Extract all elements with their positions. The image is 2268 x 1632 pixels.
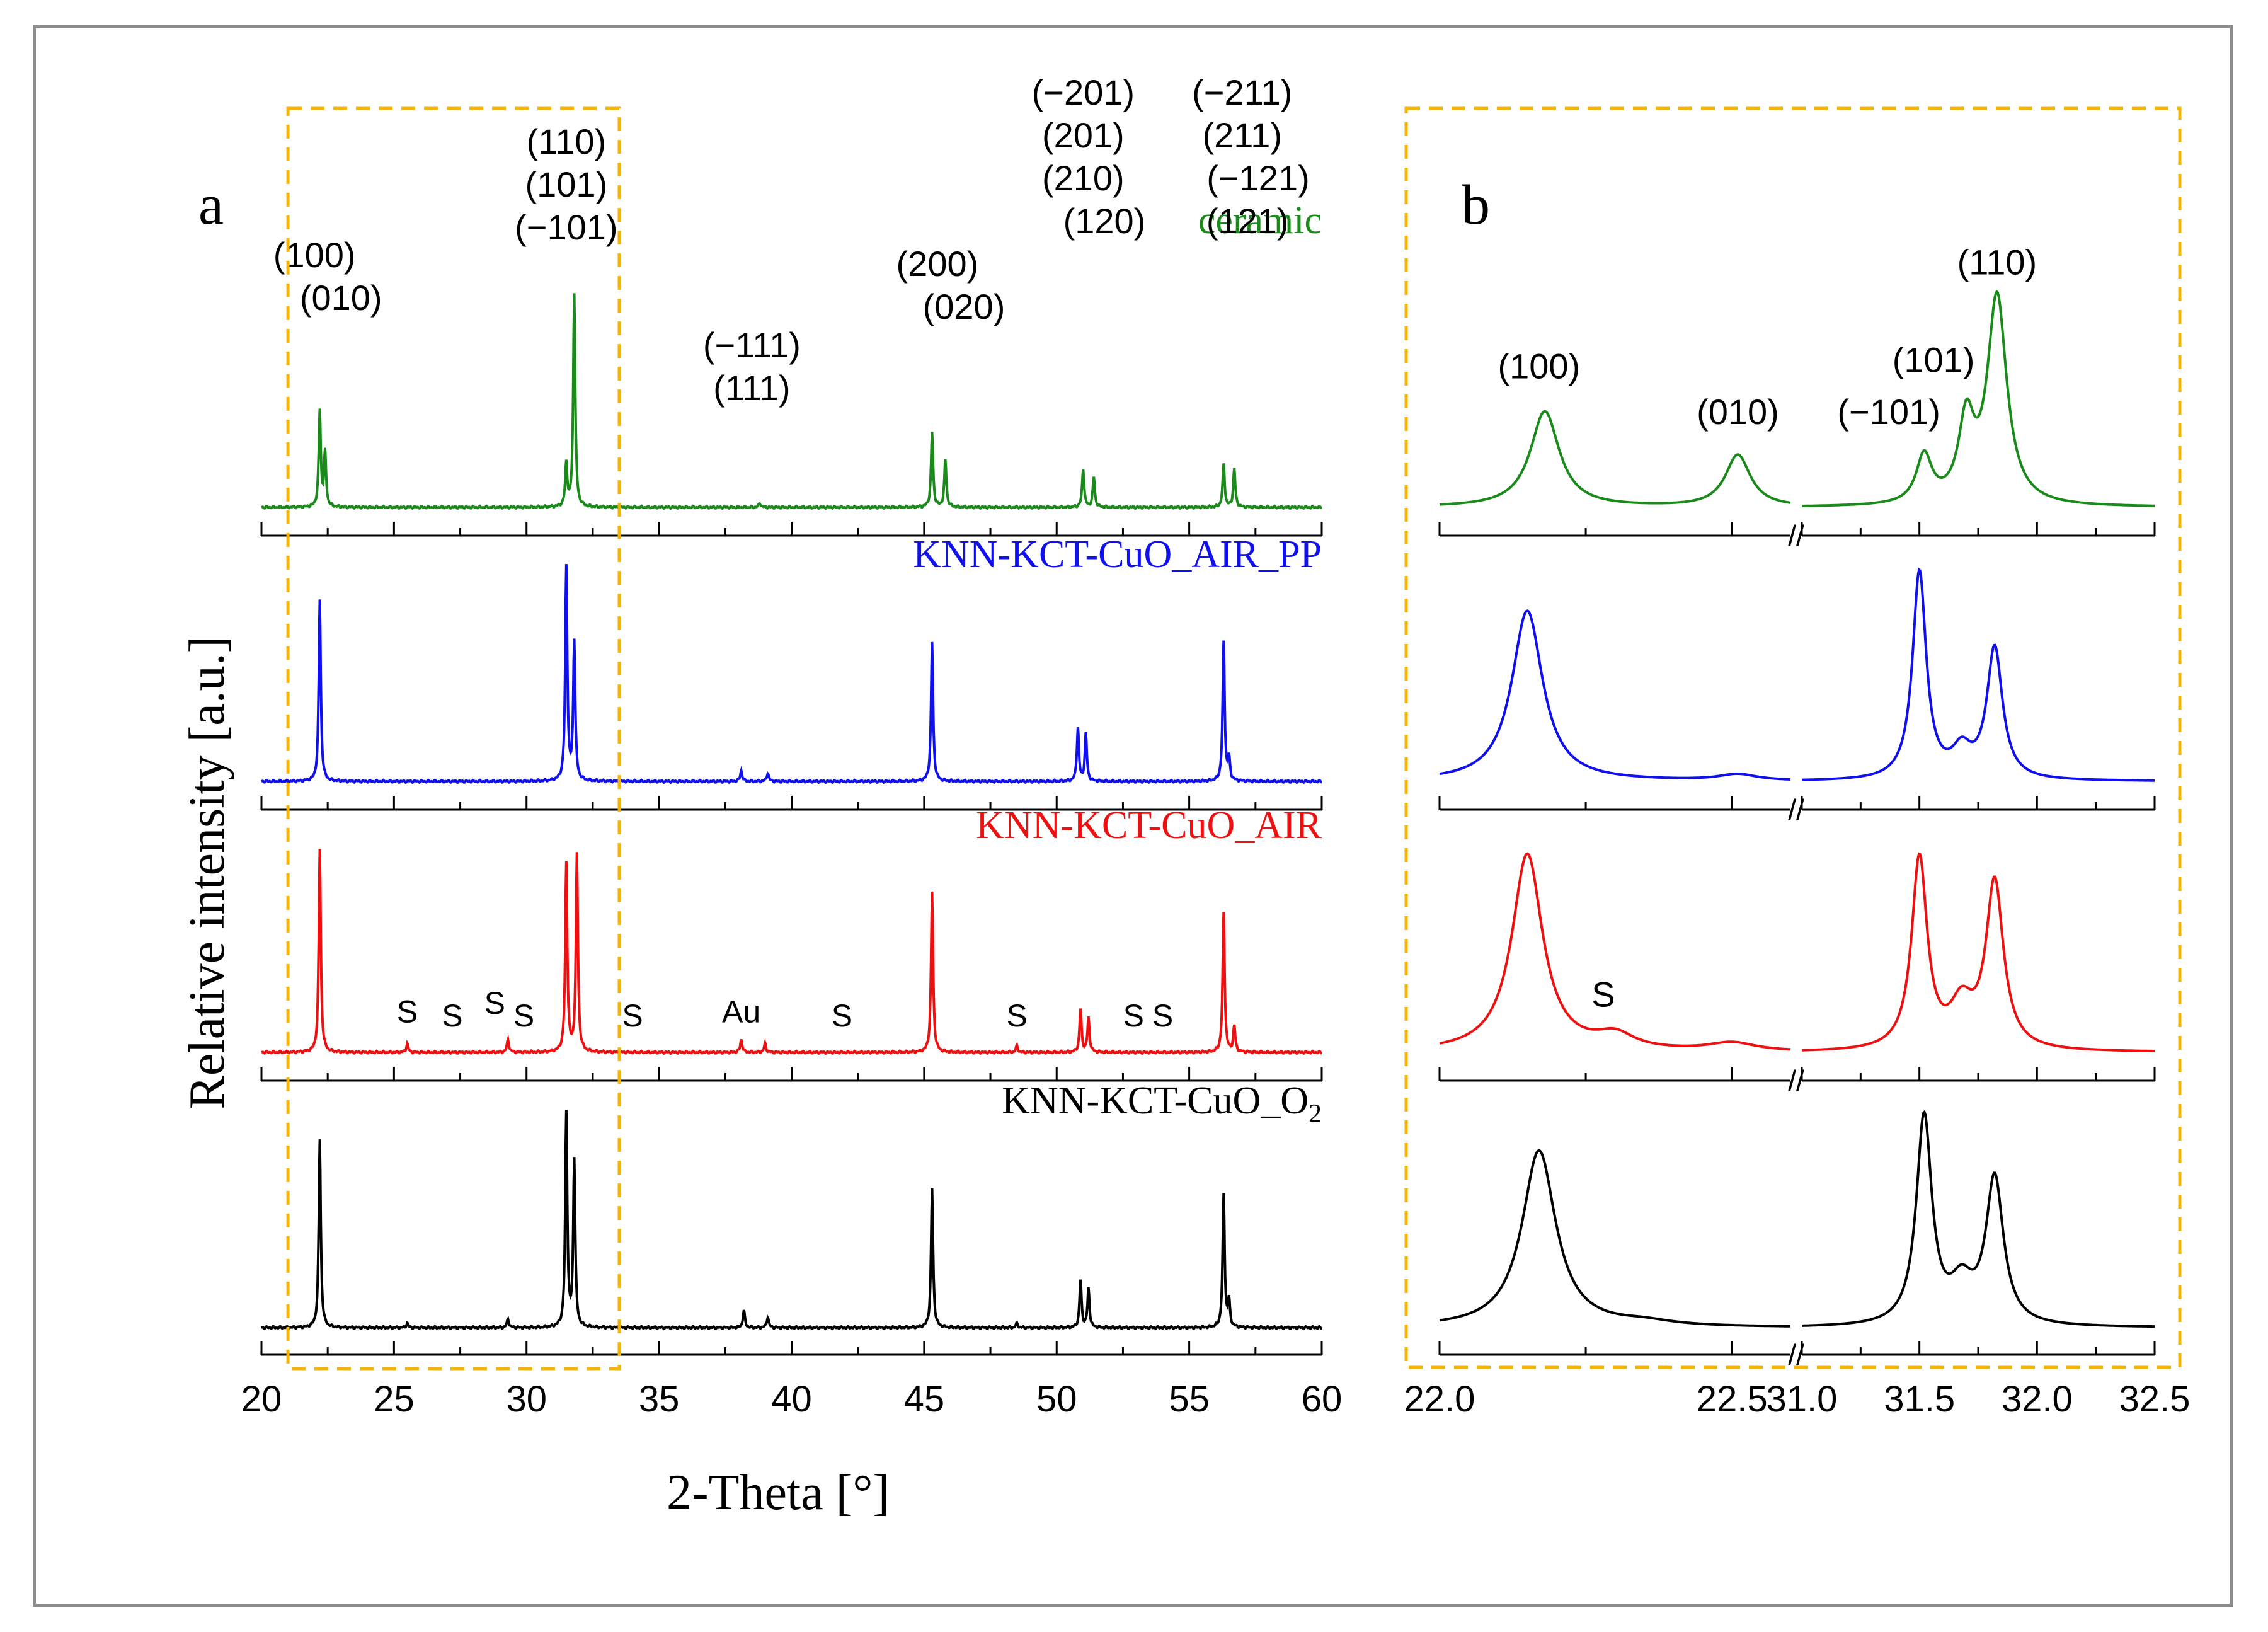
series-line-b-KNN-KCT-CuO_O2 <box>1802 1110 2155 1328</box>
series-line-b-KNN-KCT-CuO_AIR <box>1439 852 1791 1051</box>
peak-annotation: (010) <box>1697 392 1779 432</box>
axis-break: // <box>1788 793 1804 826</box>
x-tick-label: 30 <box>506 1379 547 1420</box>
peak-annotation: S <box>442 998 462 1033</box>
panel-label-b: b <box>1462 174 1490 236</box>
series-line-ceramic <box>261 293 1322 510</box>
peak-annotation: (101) <box>525 164 607 204</box>
x-tick-label: 22.0 <box>1404 1379 1475 1420</box>
peak-annotation: (−111) <box>703 325 801 365</box>
x-tick-label: 55 <box>1169 1379 1210 1420</box>
peak-annotation: (−201) <box>1032 72 1135 112</box>
peak-annotation: (100) <box>1498 346 1580 386</box>
peak-annotation: (120) <box>1063 201 1146 241</box>
series-line-b-KNN-KCT-CuO_O2 <box>1439 1149 1790 1328</box>
axis-break: // <box>1788 519 1804 552</box>
x-tick-label: 60 <box>1302 1379 1343 1420</box>
x-tick-label: 20 <box>241 1379 282 1420</box>
peak-annotation: S <box>484 986 505 1021</box>
peak-annotation: (101) <box>1893 340 1975 380</box>
panel-label-a: a <box>198 174 224 236</box>
figure-frame <box>33 25 2233 1607</box>
x-tick-label: 25 <box>374 1379 415 1420</box>
peak-annotation: S <box>1591 974 1615 1014</box>
series-label: KNN-KCT-CuO_O2 <box>1002 1079 1322 1129</box>
peak-annotation: (010) <box>300 278 382 318</box>
panel-a: a ceramic (100)(010) (110)(101)(−101) (−111… <box>180 72 1342 1520</box>
peak-annotation: (−211) <box>1192 72 1292 112</box>
series-label: KNN-KCT-CuO_AIR_PP <box>913 533 1322 576</box>
peak-annotation: (121) <box>1206 201 1289 241</box>
peak-annotation: (−121) <box>1206 158 1309 198</box>
peak-annotation: (110) <box>1957 242 2037 282</box>
peak-annotation: (111) <box>713 368 790 408</box>
peak-annotation: (−101) <box>1837 392 1940 432</box>
peak-annotation: (100) <box>273 235 356 275</box>
peak-annotation: S <box>1006 998 1027 1033</box>
x-tick-label: 32.5 <box>2119 1379 2191 1420</box>
series-label: ceramic <box>1198 199 1322 242</box>
series-line-KNN-KCT-CuO_AIR <box>261 849 1322 1055</box>
peak-annotation: (020) <box>923 287 1005 326</box>
x-tick-label: 22.5 <box>1697 1379 1768 1420</box>
peak-annotation: (201) <box>1042 115 1125 155</box>
x-axis-title: 2-Theta [°] <box>667 1465 890 1520</box>
series-line-b-KNN-KCT-CuO_AIR_PP <box>1439 609 1791 781</box>
peak-annotation: (210) <box>1042 158 1125 198</box>
x-tick-label: 50 <box>1036 1379 1077 1420</box>
x-tick-label: 31.5 <box>1884 1379 1955 1420</box>
axis-break: // <box>1788 1338 1804 1371</box>
series-line-b-ceramic <box>1802 289 2155 507</box>
x-tick-label: 45 <box>904 1379 945 1420</box>
series-line-b-KNN-KCT-CuO_AIR <box>1801 852 2155 1052</box>
peak-annotation: S <box>832 998 852 1033</box>
x-tick-label: 31.0 <box>1767 1379 1838 1420</box>
series-line-KNN-KCT-CuO_AIR_PP <box>261 564 1322 784</box>
highlight-box-a <box>286 106 621 1371</box>
y-axis-title: Relative intensity [a.u.] <box>180 636 235 1110</box>
panel-b: b (100) (010) (110) (101) (−101) S // // // // 22… <box>1404 106 2191 1420</box>
peak-annotation: S <box>513 998 534 1033</box>
peak-annotation: (200) <box>896 244 979 284</box>
peak-annotation: S <box>1152 998 1173 1033</box>
x-tick-label: 40 <box>771 1379 812 1420</box>
series-line-b-ceramic <box>1439 410 1791 506</box>
highlight-box-b <box>1404 106 2182 1369</box>
peak-annotation: Au <box>722 994 760 1029</box>
series-line-KNN-KCT-CuO_O2 <box>261 1110 1322 1331</box>
peak-annotation: S <box>1123 998 1144 1033</box>
peak-annotation: (−101) <box>515 207 617 247</box>
series-line-b-KNN-KCT-CuO_AIR_PP <box>1801 567 2155 782</box>
peak-annotation: S <box>397 994 418 1029</box>
peak-annotation: (110) <box>527 122 607 161</box>
peak-annotation: (211) <box>1202 115 1282 155</box>
peak-annotation: S <box>622 998 643 1033</box>
x-tick-label: 35 <box>639 1379 680 1420</box>
series-label: KNN-KCT-CuO_AIR <box>976 804 1322 847</box>
x-tick-label: 32.0 <box>2002 1379 2073 1420</box>
axis-break: // <box>1788 1064 1804 1097</box>
